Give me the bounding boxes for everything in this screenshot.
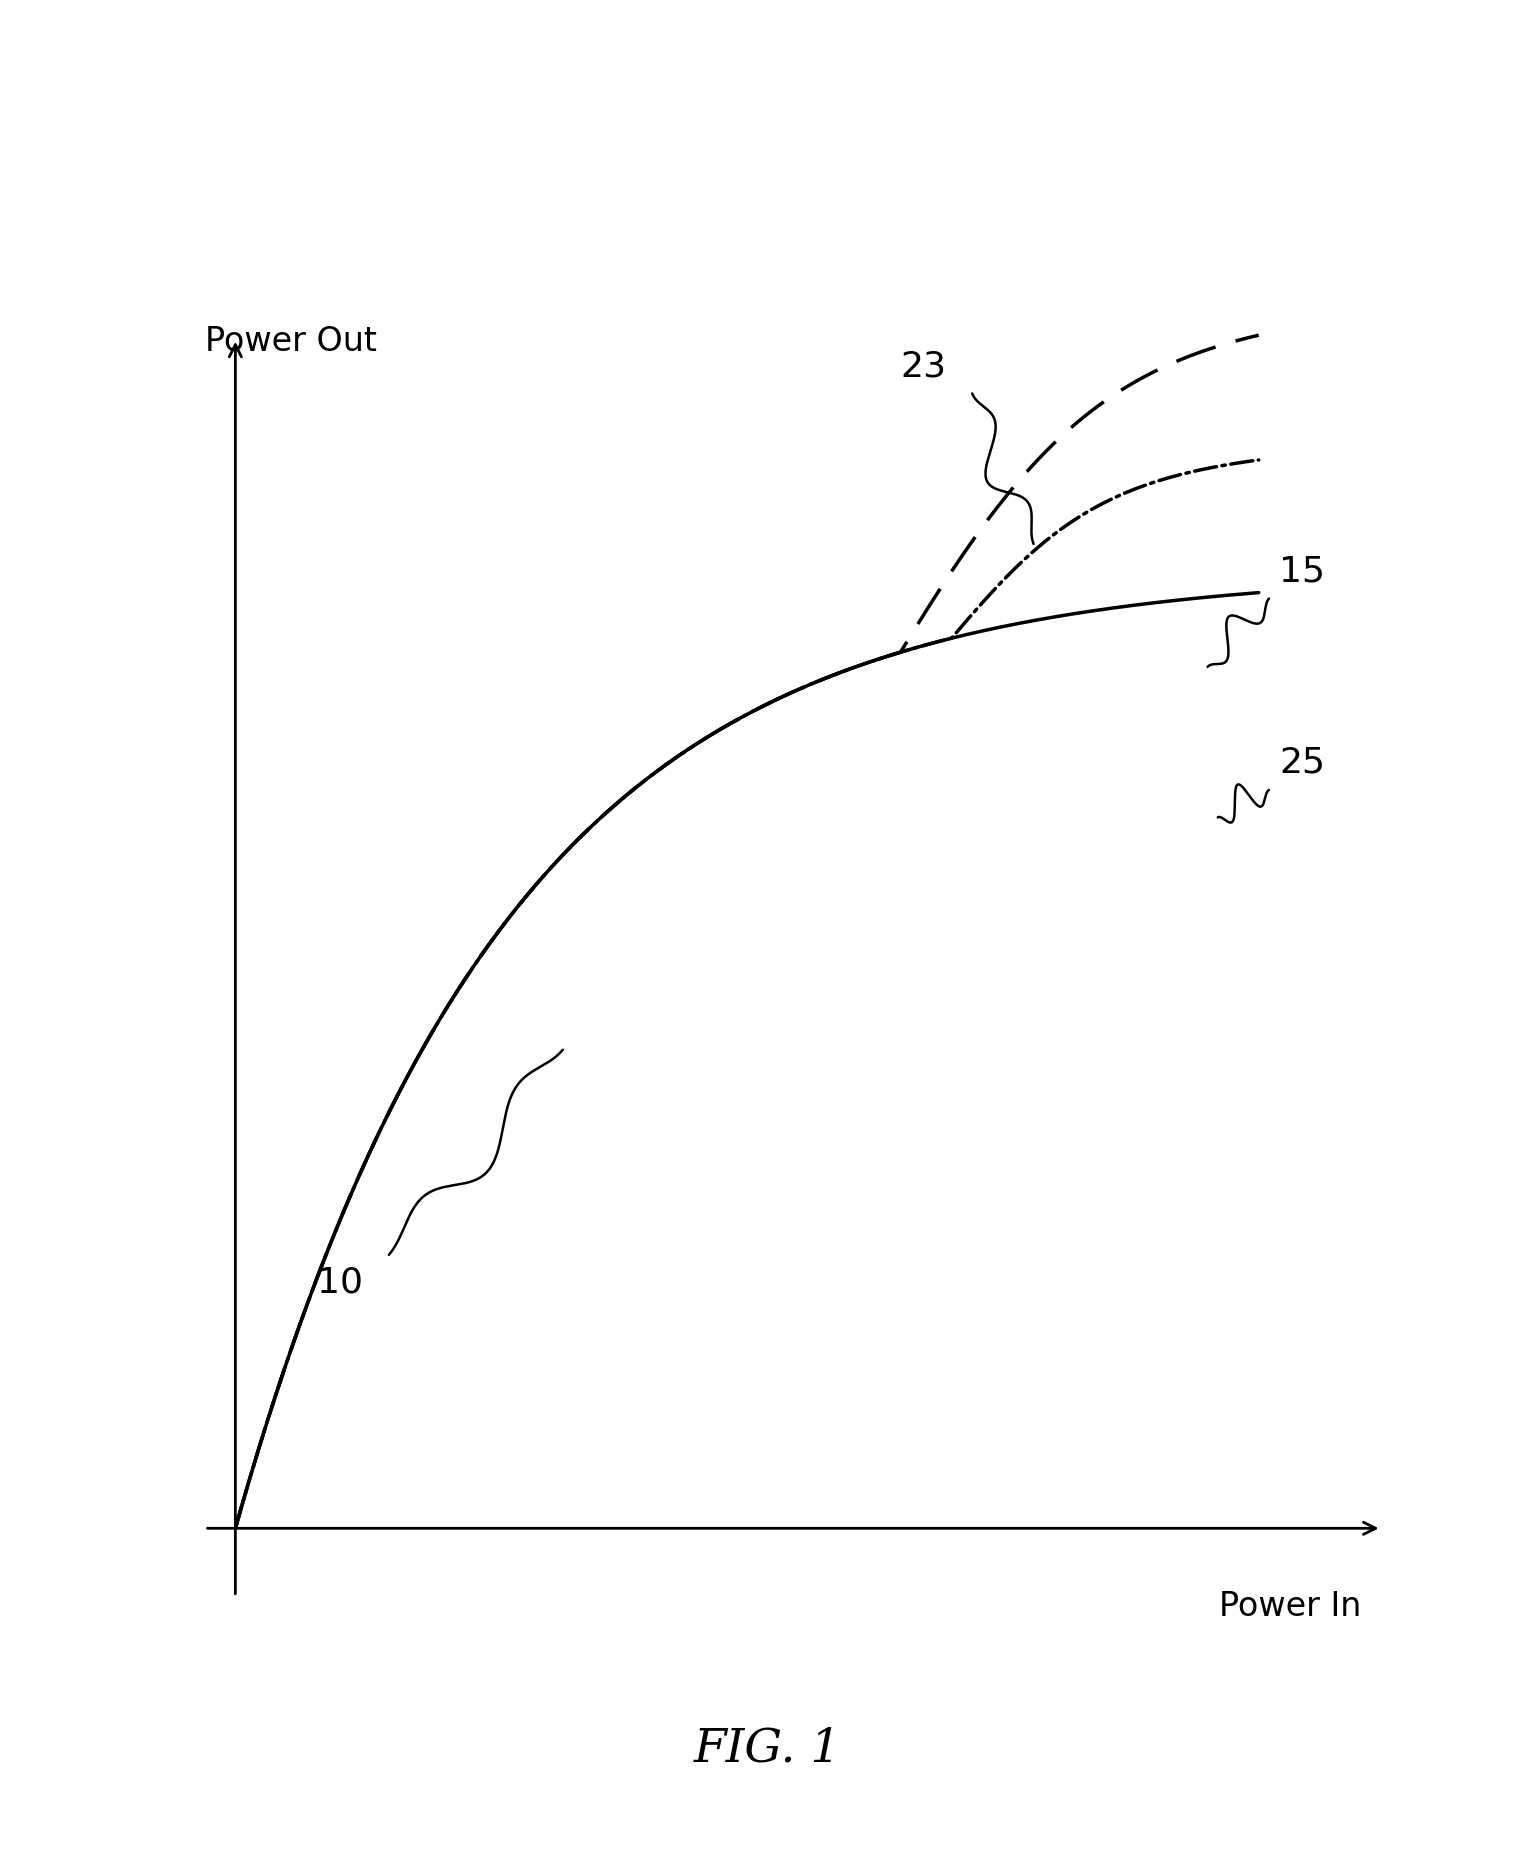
Text: Power In: Power In <box>1219 1589 1362 1623</box>
Text: 10: 10 <box>318 1265 364 1299</box>
Text: 23: 23 <box>901 350 947 383</box>
Text: Power Out: Power Out <box>204 326 376 357</box>
Text: 15: 15 <box>1279 555 1325 588</box>
Text: 25: 25 <box>1279 746 1325 780</box>
Text: FIG. 1: FIG. 1 <box>694 1727 841 1772</box>
